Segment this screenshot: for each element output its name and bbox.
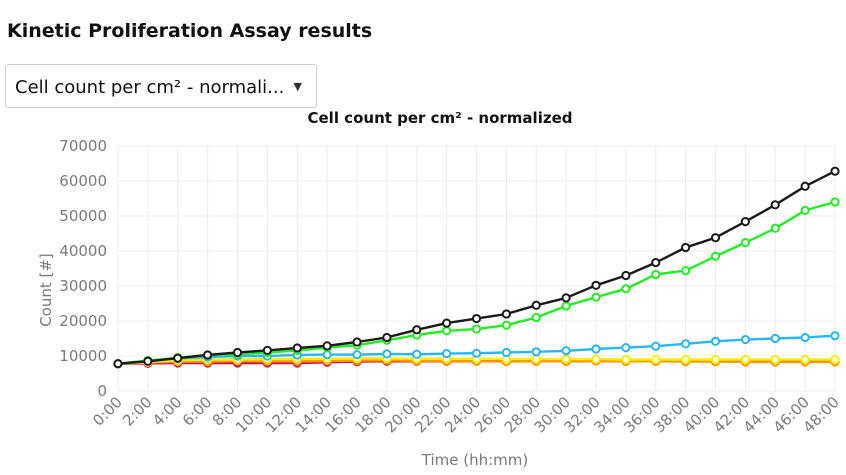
data-point xyxy=(412,349,422,359)
data-point xyxy=(591,280,601,290)
data-point xyxy=(740,217,750,227)
data-point xyxy=(710,354,721,365)
metric-select[interactable]: Cell count per cm² - normali... ▼ xyxy=(5,64,317,108)
data-point xyxy=(800,205,810,216)
data-point xyxy=(621,343,631,353)
y-tick-label: 10000 xyxy=(59,347,107,365)
data-point xyxy=(531,312,541,323)
data-point xyxy=(651,354,661,365)
data-point xyxy=(352,350,362,360)
data-point xyxy=(501,347,511,358)
data-point xyxy=(113,359,123,369)
data-point xyxy=(591,344,601,354)
data-point xyxy=(561,293,571,303)
data-point xyxy=(681,339,691,349)
chart-grid xyxy=(117,145,836,392)
data-point xyxy=(471,324,482,334)
data-point xyxy=(501,320,511,330)
y-tick-label: 0 xyxy=(97,382,107,400)
y-axis-title: Count [#] xyxy=(37,253,55,327)
data-point xyxy=(681,242,691,253)
data-point xyxy=(710,251,721,261)
data-point xyxy=(770,200,780,210)
data-point xyxy=(800,181,810,191)
data-point xyxy=(531,300,541,310)
y-tick-label: 50000 xyxy=(59,207,107,225)
data-point xyxy=(651,341,661,351)
data-point xyxy=(621,284,631,294)
data-point xyxy=(203,350,213,360)
y-tick-label: 70000 xyxy=(59,137,107,155)
data-point xyxy=(531,347,541,357)
data-point xyxy=(621,354,631,365)
data-point xyxy=(501,309,511,319)
data-point xyxy=(322,341,332,351)
data-point xyxy=(352,337,362,347)
chart-title: Cell count per cm² - normalized xyxy=(308,109,573,127)
data-point xyxy=(561,346,571,356)
data-point xyxy=(591,292,601,302)
metric-select-value: Cell count per cm² - normali... xyxy=(15,77,285,98)
proliferation-chart: Cell count per cm² - normalized 0 10000 20… xyxy=(37,109,843,469)
x-tick-label: 0:00 xyxy=(89,393,126,430)
data-point xyxy=(442,318,452,328)
x-axis-ticks: 0:002:004:006:008:0010:0012:0014:0016:00… xyxy=(89,393,843,436)
data-point xyxy=(292,343,302,353)
page-title: Kinetic Proliferation Assay results xyxy=(7,20,373,42)
x-tick-label: 6:00 xyxy=(179,393,216,430)
data-point xyxy=(800,332,810,343)
data-point xyxy=(830,354,840,365)
data-point xyxy=(770,223,780,233)
data-point xyxy=(830,166,840,176)
data-point xyxy=(770,354,780,365)
x-tick-label: 4:00 xyxy=(149,393,186,430)
data-point xyxy=(651,257,661,268)
data-point xyxy=(561,301,571,311)
series-group xyxy=(113,166,840,369)
caret-down-icon[interactable]: ▼ xyxy=(293,80,302,93)
data-point xyxy=(681,266,691,276)
data-point xyxy=(471,313,482,324)
data-point xyxy=(800,354,810,365)
data-point xyxy=(621,270,631,281)
y-tick-label: 60000 xyxy=(59,172,107,190)
data-point xyxy=(173,353,183,363)
y-tick-label: 40000 xyxy=(59,242,107,260)
data-point xyxy=(830,331,840,341)
x-axis-title: Time (hh:mm) xyxy=(421,451,528,469)
chart-series xyxy=(113,166,840,369)
data-point xyxy=(651,269,661,280)
x-tick-label: 2:00 xyxy=(119,393,156,430)
data-point xyxy=(561,354,571,364)
data-point xyxy=(143,356,153,366)
data-point xyxy=(262,345,272,355)
data-point xyxy=(830,197,840,207)
data-point xyxy=(442,326,452,336)
data-point xyxy=(442,348,452,359)
data-point xyxy=(740,354,750,365)
data-point xyxy=(232,347,243,358)
data-point xyxy=(382,332,392,343)
data-point xyxy=(710,233,721,243)
data-point xyxy=(740,334,750,345)
data-point xyxy=(770,333,780,344)
data-point xyxy=(471,348,482,358)
data-point xyxy=(740,238,750,248)
data-point xyxy=(531,354,541,364)
data-point xyxy=(681,354,691,365)
data-point xyxy=(591,354,601,364)
y-tick-label: 20000 xyxy=(59,312,107,330)
data-point xyxy=(412,325,422,335)
data-point xyxy=(710,336,721,346)
data-point xyxy=(382,349,392,359)
y-axis-ticks: 0 10000 20000 30000 40000 50000 60000 70000 xyxy=(59,137,107,400)
y-tick-label: 30000 xyxy=(59,277,107,295)
